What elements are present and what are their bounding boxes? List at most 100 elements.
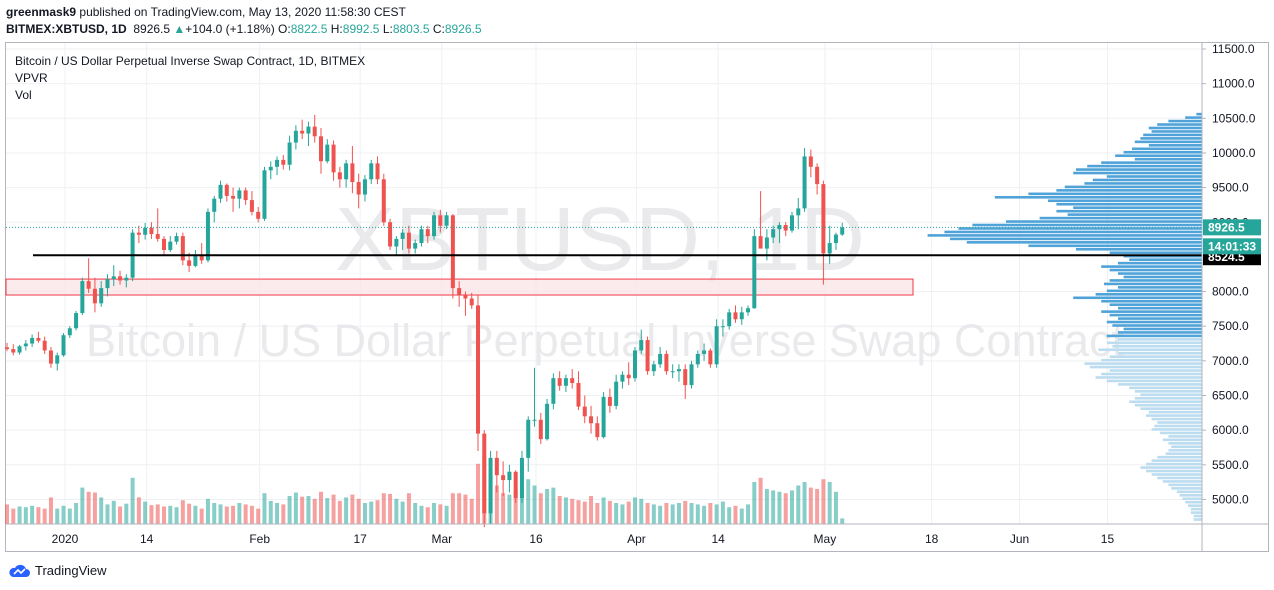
- candle-body: [689, 364, 694, 386]
- volume-bar: [702, 505, 707, 524]
- volume-bar: [243, 504, 248, 524]
- candle-body: [720, 326, 725, 328]
- volume-profile-bar: [1118, 306, 1202, 310]
- author-name[interactable]: greenmask9: [6, 5, 77, 19]
- candle-body: [469, 298, 474, 306]
- volume-profile-bar: [927, 234, 1202, 237]
- candle-body: [802, 156, 807, 209]
- volume-bar: [570, 498, 575, 524]
- volume-profile-bar: [1143, 133, 1202, 137]
- volume-bar: [61, 505, 66, 524]
- candle-body: [563, 378, 568, 386]
- volume-bar: [224, 506, 229, 524]
- volume-bar: [501, 493, 506, 524]
- candle-body: [124, 277, 129, 281]
- volume-bar: [746, 504, 751, 524]
- volume-bar: [601, 497, 606, 524]
- candle-body: [413, 243, 418, 249]
- volume-profile-bar: [1101, 358, 1202, 362]
- volume-profile-bar: [1134, 157, 1202, 161]
- volume-profile-bar: [1179, 493, 1202, 497]
- volume-profile-bar: [1115, 154, 1202, 158]
- candle-body: [394, 238, 399, 247]
- volume-profile-bar: [1076, 247, 1202, 251]
- volume-bar: [218, 504, 223, 524]
- candle-body: [300, 130, 305, 134]
- candle-body: [162, 238, 166, 250]
- candle-body: [205, 211, 210, 261]
- volume-bar: [99, 497, 104, 524]
- volume-bar: [532, 485, 537, 524]
- volume-bar: [589, 496, 594, 524]
- volume-profile-bar: [1087, 164, 1202, 168]
- volume-bar: [80, 487, 85, 524]
- volume-profile-bar: [1118, 317, 1202, 320]
- candle-body: [639, 340, 644, 351]
- volume-profile-bar: [1106, 289, 1202, 293]
- candle-body: [369, 163, 374, 180]
- candle-body: [727, 312, 732, 327]
- candle-body: [777, 225, 782, 230]
- candle-body: [827, 243, 832, 254]
- volume-profile-bar: [1157, 123, 1202, 126]
- volume-bar: [821, 479, 826, 524]
- candle-body: [74, 313, 79, 329]
- candle-body: [444, 215, 449, 226]
- volume-profile-bar: [1067, 213, 1202, 216]
- volume-bar: [124, 503, 129, 524]
- volume-profile-bar: [1109, 313, 1202, 317]
- volume-bar: [136, 497, 141, 524]
- candle-body: [180, 236, 185, 261]
- volume-bar: [513, 490, 518, 524]
- volume-profile-bar: [1132, 147, 1202, 151]
- open-label: O:: [278, 22, 291, 36]
- candle-body: [670, 371, 675, 373]
- volume-bar: [790, 490, 794, 524]
- volume-profile-bar: [1118, 286, 1202, 289]
- chart-title[interactable]: Bitcoin / US Dollar Perpetual Inverse Sw…: [15, 54, 366, 68]
- indicator-volume[interactable]: Vol: [15, 88, 32, 102]
- volume-profile-bar: [1028, 244, 1202, 248]
- tradingview-logo[interactable]: TradingView: [7, 563, 107, 578]
- candle-body: [507, 471, 512, 481]
- candle-body: [808, 156, 813, 167]
- candle-body: [23, 343, 28, 347]
- candle-body: [149, 227, 154, 235]
- volume-profile-bar: [1109, 355, 1202, 358]
- volume-profile-bar: [966, 241, 1202, 244]
- volume-profile-bar: [1101, 161, 1202, 164]
- candle-body: [199, 255, 204, 261]
- volume-profile-bar: [1193, 518, 1202, 521]
- volume-profile-bar: [1095, 293, 1202, 296]
- volume-bar: [733, 505, 738, 524]
- volume-bar: [620, 504, 625, 524]
- candle-body: [551, 378, 556, 404]
- volume-bar: [463, 494, 468, 524]
- volume-bar: [425, 507, 430, 524]
- candle-body: [419, 229, 424, 244]
- volume-bar: [262, 493, 267, 524]
- candle-body: [626, 374, 631, 379]
- volume-bar: [419, 505, 424, 524]
- volume-profile-bar: [1101, 372, 1202, 376]
- candle-body: [494, 457, 499, 476]
- candle-body: [268, 166, 273, 171]
- candle-body: [463, 295, 468, 299]
- volume-profile-bar: [1118, 383, 1202, 386]
- symbol-label: BITMEX:XBTUSD, 1D: [6, 22, 127, 36]
- volume-bar: [199, 508, 204, 524]
- candle-body: [589, 416, 594, 424]
- volume-profile-bar: [1112, 344, 1202, 348]
- volume-bar: [413, 503, 418, 524]
- volume-profile-bar: [1118, 331, 1202, 334]
- high-label: H:: [330, 22, 343, 36]
- candle-body: [105, 279, 110, 289]
- volume-bar: [362, 503, 367, 524]
- indicator-vpvr[interactable]: VPVR: [15, 71, 48, 85]
- candle-body: [683, 369, 688, 386]
- candle-body: [275, 159, 280, 167]
- candle-body: [111, 276, 116, 280]
- candle-body: [513, 471, 518, 499]
- volume-bar: [507, 494, 512, 524]
